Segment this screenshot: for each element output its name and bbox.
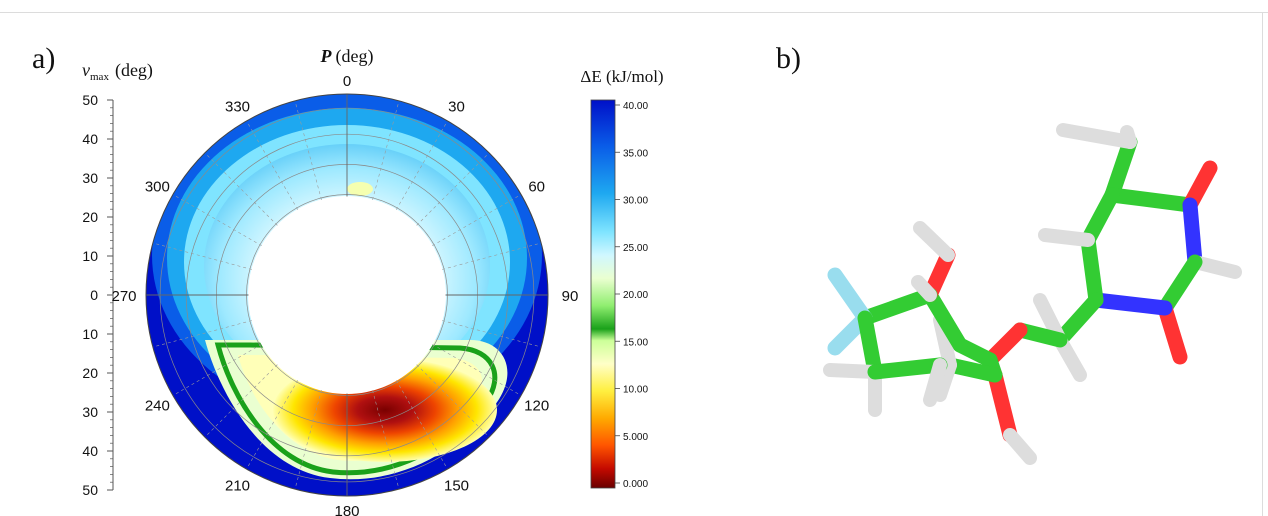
radial-tick-label: 20 xyxy=(82,209,98,225)
grid-spoke xyxy=(294,100,322,200)
panel-b-label: b) xyxy=(776,42,801,75)
colorbar-tick-label: 35.00 xyxy=(623,148,648,159)
radial-tick-label: 0 xyxy=(90,287,98,303)
grid-spoke xyxy=(204,152,278,226)
bond xyxy=(1104,134,1138,203)
radial-tick-label: 10 xyxy=(82,326,98,342)
grid-spoke xyxy=(172,343,262,396)
bond-h xyxy=(1120,125,1137,149)
colorbar-tick-label: 20.00 xyxy=(623,290,648,301)
grid-spoke xyxy=(442,320,542,348)
colorbar-tick-label: 0.000 xyxy=(623,479,648,490)
north-minimum xyxy=(347,182,373,196)
radial-tick-label: 10 xyxy=(82,248,98,264)
bond-h xyxy=(933,358,957,402)
grid-spoke xyxy=(395,380,448,470)
angle-label-180: 180 xyxy=(334,503,359,516)
bond-h xyxy=(823,363,882,379)
molecule-3d-model xyxy=(823,123,1242,465)
angle-label-210: 210 xyxy=(225,478,250,495)
bond-h xyxy=(923,358,947,407)
grid-spoke xyxy=(432,343,522,396)
angle-label-120: 120 xyxy=(524,398,549,415)
bond-h xyxy=(1056,123,1137,149)
frame-border-top xyxy=(0,12,1268,13)
bond xyxy=(922,287,968,353)
angle-label-270: 270 xyxy=(111,288,136,305)
colorbar-tick-label: 5.000 xyxy=(623,432,648,443)
grid-spoke xyxy=(416,152,490,226)
bond-o xyxy=(1157,300,1188,365)
radial-tick-label: 20 xyxy=(82,365,98,381)
bond-n xyxy=(1182,197,1203,270)
angle-label-300: 300 xyxy=(145,179,170,196)
radial-tick-label: 40 xyxy=(82,443,98,459)
angle-label-240: 240 xyxy=(145,398,170,415)
colorbar-tick-label: 40.00 xyxy=(623,101,648,112)
radial-axis-ticks: 50 40 30 20 10 0 10 20 30 40 50 xyxy=(82,92,113,498)
bond-n xyxy=(1088,292,1173,316)
outer-circle xyxy=(145,93,549,497)
colorbar-tick-label: 25.00 xyxy=(623,243,648,254)
grid-spoke xyxy=(152,242,252,270)
grid-spoke xyxy=(416,364,490,438)
radial-tick-label: 30 xyxy=(82,170,98,186)
grid-spoke xyxy=(172,194,262,247)
bond xyxy=(1052,292,1104,348)
frame-border-right xyxy=(1262,12,1263,516)
bond-h xyxy=(1003,428,1037,465)
bond-h xyxy=(911,275,937,302)
bond-h xyxy=(1038,228,1095,247)
bond xyxy=(857,310,883,380)
colorbar-bar xyxy=(590,99,616,489)
panel-a-label: a) xyxy=(32,42,56,75)
angle-axis-title: P (deg) xyxy=(320,46,374,67)
grid-spoke xyxy=(442,242,542,270)
colorbar-tick-label: 30.00 xyxy=(623,196,648,207)
bond xyxy=(1157,254,1203,316)
radial-tick-label: 40 xyxy=(82,131,98,147)
grid-spoke xyxy=(294,390,322,490)
angle-label-30: 30 xyxy=(448,98,465,115)
grid-spoke xyxy=(395,120,448,210)
grid-spoke xyxy=(152,320,252,348)
angle-labels: 0 30 60 90 120 150 180 210 240 270 300 330 xyxy=(111,73,578,516)
colorbar-title: ΔE (kJ/mol) xyxy=(580,67,663,86)
bond xyxy=(1080,232,1104,308)
bond-h xyxy=(913,221,955,262)
angle-label-0: 0 xyxy=(343,73,351,90)
polar-grid xyxy=(146,94,548,496)
bond xyxy=(867,357,948,380)
polar-heatmap-chart: 50 40 30 20 10 0 10 20 30 40 50 νmax (deg) P (deg) 0… xyxy=(82,46,664,516)
contour-15-line xyxy=(214,342,498,476)
angle-label-90: 90 xyxy=(562,288,579,305)
grid-spoke xyxy=(246,120,299,210)
bond-f xyxy=(827,267,873,326)
grid-spoke xyxy=(372,390,400,490)
angle-label-60: 60 xyxy=(528,179,545,196)
inner-hole xyxy=(248,196,446,394)
grid-spoke xyxy=(246,380,299,470)
grid-spoke xyxy=(372,100,400,200)
colorbar-tick-label: 15.00 xyxy=(623,337,648,348)
bond xyxy=(942,357,1003,383)
colorbar-tick-label: 10.00 xyxy=(623,385,648,396)
colorbar: ΔE (kJ/mol) 40.00 35.00 30.00 25.00 20.00 15.… xyxy=(580,67,663,490)
radial-tick-label: 50 xyxy=(82,482,98,498)
radial-tick-label: 50 xyxy=(82,92,98,108)
angle-label-150: 150 xyxy=(444,478,469,495)
bond xyxy=(1080,187,1120,248)
colorbar-ticks: 40.00 35.00 30.00 25.00 20.00 15.00 10.00 5.000… xyxy=(615,101,648,490)
radial-axis-label: νmax (deg) xyxy=(82,60,153,83)
bond-o xyxy=(987,367,1018,443)
bond xyxy=(857,287,938,326)
bond xyxy=(1104,187,1198,213)
radial-tick-label: 30 xyxy=(82,404,98,420)
grid-spoke xyxy=(432,194,522,247)
molecule-bonds xyxy=(823,123,1242,465)
angle-label-330: 330 xyxy=(225,98,250,115)
radial-axis: 50 40 30 20 10 0 10 20 30 40 50 νmax (deg) xyxy=(82,60,153,498)
grid-spoke xyxy=(204,364,278,438)
